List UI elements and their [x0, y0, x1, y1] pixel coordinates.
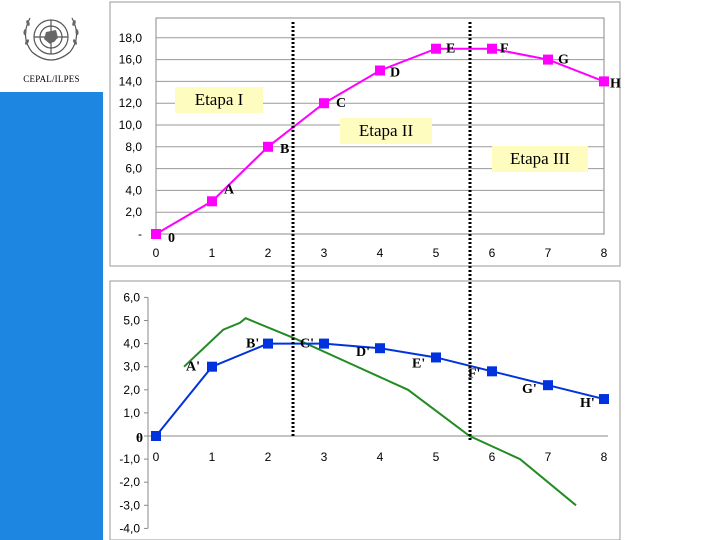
top-data-point	[263, 141, 273, 152]
bottom-data-point	[207, 361, 217, 372]
top-y-tick-label: 4,0	[125, 183, 142, 197]
top-y-tick-label: 12,0	[119, 96, 143, 110]
bottom-data-point	[487, 366, 497, 377]
top-point-label: F	[500, 42, 509, 57]
bottom-y-tick-label: -4,0	[119, 521, 140, 535]
bottom-y-tick-label: 1,0	[123, 406, 140, 420]
bottom-x-tick-label: 6	[489, 450, 496, 464]
bottom-data-point	[599, 394, 609, 405]
top-data-point	[487, 43, 497, 54]
bottom-y-tick-label: -2,0	[119, 475, 140, 489]
top-x-tick-label: 5	[433, 246, 440, 260]
logo-area: CEPAL/ILPES	[0, 0, 103, 92]
top-point-label: B	[280, 142, 289, 157]
top-x-tick-label: 0	[153, 246, 160, 260]
bottom-data-point	[151, 431, 161, 441]
top-x-tick-label: 6	[489, 246, 496, 260]
bottom-point-label: B'	[246, 337, 259, 352]
top-x-tick-label: 7	[545, 246, 552, 260]
org-label: CEPAL/ILPES	[23, 74, 80, 84]
bottom-chart: -4,0-3,0-2,0-1,0-1,02,03,04,05,06,00 1 2 3 4…	[109, 280, 621, 540]
stage-label-2: Etapa II	[340, 118, 432, 144]
top-y-tick-label: 8,0	[125, 140, 142, 154]
bottom-x-tick-label: 3	[321, 450, 328, 464]
top-data-point	[543, 54, 553, 65]
top-x-tick-label: 3	[321, 246, 328, 260]
top-x-tick-label: 8	[601, 246, 608, 260]
top-y-tick-label: 10,0	[119, 118, 143, 132]
stage-dividers	[291, 22, 472, 440]
bottom-x-tick-label: 2	[265, 450, 272, 464]
top-x-tick-label: 4	[377, 246, 384, 260]
bottom-data-point	[319, 338, 329, 349]
top-data-point	[319, 98, 329, 109]
bottom-y-tick-label: -3,0	[119, 498, 140, 512]
bottom-data-point	[431, 352, 441, 363]
top-x-tick-label: 2	[265, 246, 272, 260]
bottom-point-label: G'	[522, 382, 537, 397]
top-x-tick-label: 1	[209, 246, 216, 260]
top-data-point	[431, 43, 441, 54]
top-point-label: 0	[168, 231, 175, 246]
top-y-tick-label: 18,0	[119, 31, 143, 45]
bottom-point-label: E'	[412, 356, 425, 371]
top-y-tick-label: 14,0	[119, 74, 143, 88]
bottom-y-tick-label: -1,0	[119, 452, 140, 466]
bottom-chart-frame	[109, 280, 621, 540]
top-chart: - 2,0 4,0 6,0 8,0 10,0 12,0 14,0 16,0 18,0 0 1 2 3 4 5 6…	[109, 1, 621, 267]
top-data-point	[151, 229, 161, 239]
top-point-label: H	[610, 76, 621, 91]
top-point-label: G	[558, 53, 569, 68]
bottom-data-point	[543, 380, 553, 391]
bottom-point-label: D'	[356, 345, 370, 360]
top-y-tick-label: 16,0	[119, 53, 143, 67]
bottom-point-label: H'	[580, 396, 595, 411]
bottom-y-tick-label: -	[136, 429, 140, 443]
bottom-x-tick-label: 4	[377, 450, 384, 464]
bottom-point-label: 0	[136, 431, 143, 446]
top-point-label: C	[336, 96, 346, 111]
bottom-y-tick-label: 4,0	[123, 337, 140, 351]
bottom-y-tick-label: 2,0	[123, 383, 140, 397]
bottom-point-label: C'	[300, 337, 314, 352]
top-y-tick-label: -	[138, 227, 142, 241]
bottom-x-tick-label: 7	[545, 450, 552, 464]
top-data-point	[207, 196, 217, 207]
sidebar-divider	[103, 0, 105, 540]
un-emblem-icon	[23, 17, 79, 61]
top-y-tick-label: 6,0	[125, 162, 142, 176]
top-data-point	[599, 76, 609, 87]
top-point-label: A	[224, 182, 235, 197]
top-y-tick-label: 2,0	[125, 205, 142, 219]
bottom-x-tick-label: 5	[433, 450, 440, 464]
bottom-data-point	[263, 338, 273, 349]
top-point-label: D	[390, 66, 400, 81]
bottom-point-label: A'	[186, 360, 200, 375]
stage-label-1: Etapa I	[175, 87, 263, 113]
bottom-x-tick-label: 8	[601, 450, 608, 464]
bottom-data-point	[375, 343, 385, 354]
top-data-point	[375, 65, 385, 76]
bottom-x-tick-label: 1	[209, 450, 216, 464]
bottom-y-tick-label: 5,0	[123, 314, 140, 328]
top-point-label: E	[446, 42, 455, 57]
bottom-green-line	[183, 317, 577, 507]
stage-label-3: Etapa III	[492, 146, 588, 172]
bottom-y-tick-label: 3,0	[123, 360, 140, 374]
bottom-y-tick-label: 6,0	[123, 290, 140, 304]
bottom-x-tick-label: 0	[153, 450, 160, 464]
